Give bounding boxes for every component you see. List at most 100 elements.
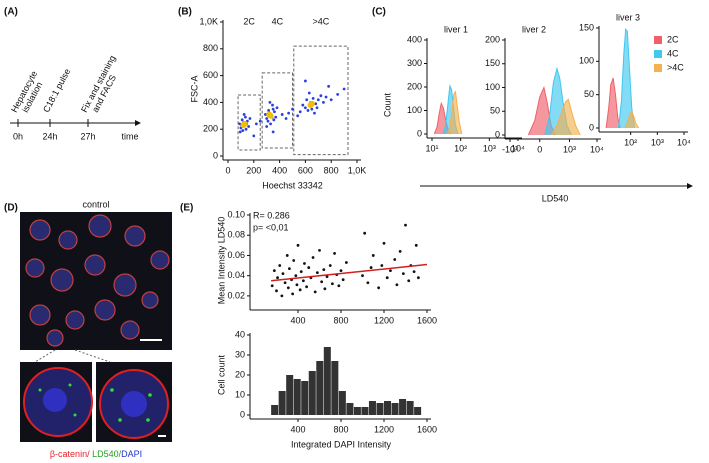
gate-label: 2C xyxy=(243,16,255,26)
point xyxy=(271,107,275,111)
y-tick-label: 150 xyxy=(485,58,500,68)
x-tick-label: 1,0K xyxy=(348,165,367,175)
y-tick-label: 30 xyxy=(235,349,245,359)
point xyxy=(265,117,269,120)
point xyxy=(298,288,302,292)
point xyxy=(268,101,272,104)
point xyxy=(270,284,274,288)
point xyxy=(296,243,300,247)
y-axis-label: FSC-A xyxy=(189,76,199,103)
point xyxy=(344,261,348,264)
y-tick-label: 0.04 xyxy=(227,270,245,280)
chart-title: liver 1 xyxy=(444,24,468,34)
x-tick-label: -10³ xyxy=(502,144,518,154)
x-tick-label: 10² xyxy=(454,143,467,153)
bar xyxy=(399,399,407,415)
chart-title: liver 2 xyxy=(522,24,546,34)
bar xyxy=(338,391,346,415)
point xyxy=(366,281,370,285)
point xyxy=(325,275,329,279)
y-tick-label: 0 xyxy=(213,150,218,160)
y-tick-label: 0.06 xyxy=(227,250,245,260)
point xyxy=(242,113,246,116)
point xyxy=(395,283,399,287)
time-label: 27h xyxy=(80,131,95,141)
point xyxy=(331,282,334,286)
x-tick-label: 10¹ xyxy=(425,143,438,153)
point xyxy=(298,110,302,114)
y-tick-label: 0 xyxy=(495,129,500,139)
y-tick-label: 300 xyxy=(407,58,422,68)
point xyxy=(306,109,310,112)
point xyxy=(248,117,252,120)
bar xyxy=(368,401,376,415)
point xyxy=(314,102,318,106)
point xyxy=(361,274,364,278)
y-tick-label: 200 xyxy=(203,124,218,134)
point xyxy=(281,272,285,276)
point xyxy=(315,271,319,275)
bar xyxy=(331,361,339,415)
point xyxy=(313,111,316,115)
chart-title: liver 3 xyxy=(616,12,640,22)
point xyxy=(272,269,276,273)
bar xyxy=(271,405,279,415)
panel-label: (A) xyxy=(4,7,18,18)
bar xyxy=(323,347,331,415)
annotation: R= 0.286 xyxy=(253,210,290,220)
point xyxy=(382,241,386,245)
point xyxy=(295,283,299,287)
x-tick-label: 600 xyxy=(298,165,313,175)
gate xyxy=(237,94,261,151)
y-tick-label: 0.08 xyxy=(227,230,245,240)
fit-line xyxy=(271,263,428,282)
point xyxy=(271,103,274,107)
point xyxy=(283,281,287,285)
bar xyxy=(414,407,422,415)
histogram-curve xyxy=(618,28,636,129)
point xyxy=(412,270,416,274)
bar xyxy=(293,379,301,415)
point xyxy=(322,101,325,104)
legend-label: 2C xyxy=(667,34,679,44)
bar xyxy=(391,403,399,415)
point xyxy=(308,100,315,107)
point xyxy=(322,268,326,271)
gate-label: >4C xyxy=(312,16,329,26)
point xyxy=(274,115,278,119)
point xyxy=(291,107,294,111)
point xyxy=(327,84,331,88)
legend-label: 4C xyxy=(667,48,679,58)
point xyxy=(252,134,256,138)
point xyxy=(254,122,258,126)
y-tick-label: 0 xyxy=(589,122,594,132)
bar xyxy=(286,375,294,415)
point xyxy=(303,262,306,265)
time-label: 0h xyxy=(13,131,23,141)
micrograph-caption: β-catenin/ LD540/DAPI xyxy=(50,449,142,459)
point xyxy=(286,286,290,290)
panel-label: (D) xyxy=(4,203,18,214)
x-tick-label: 0 xyxy=(537,144,542,154)
x-tick-label: 200 xyxy=(246,165,261,175)
point xyxy=(307,266,311,269)
point xyxy=(339,269,343,273)
point xyxy=(341,278,345,282)
timeline-axis-label: time xyxy=(121,131,138,141)
y-tick-label: 0 xyxy=(417,128,422,138)
point xyxy=(313,290,317,294)
point xyxy=(284,117,288,120)
point xyxy=(258,119,262,123)
point xyxy=(385,276,389,280)
legend-swatch xyxy=(654,64,662,72)
y-tick-label: 40 xyxy=(235,329,245,339)
panel-label: (C) xyxy=(372,7,386,18)
x-tick-label: 10⁴ xyxy=(511,143,525,153)
point xyxy=(240,118,244,122)
point xyxy=(323,287,327,291)
micrograph-title: control xyxy=(82,199,109,209)
y-tick-label: 200 xyxy=(407,81,422,91)
point xyxy=(407,279,411,283)
point xyxy=(401,272,405,276)
point xyxy=(316,98,320,102)
